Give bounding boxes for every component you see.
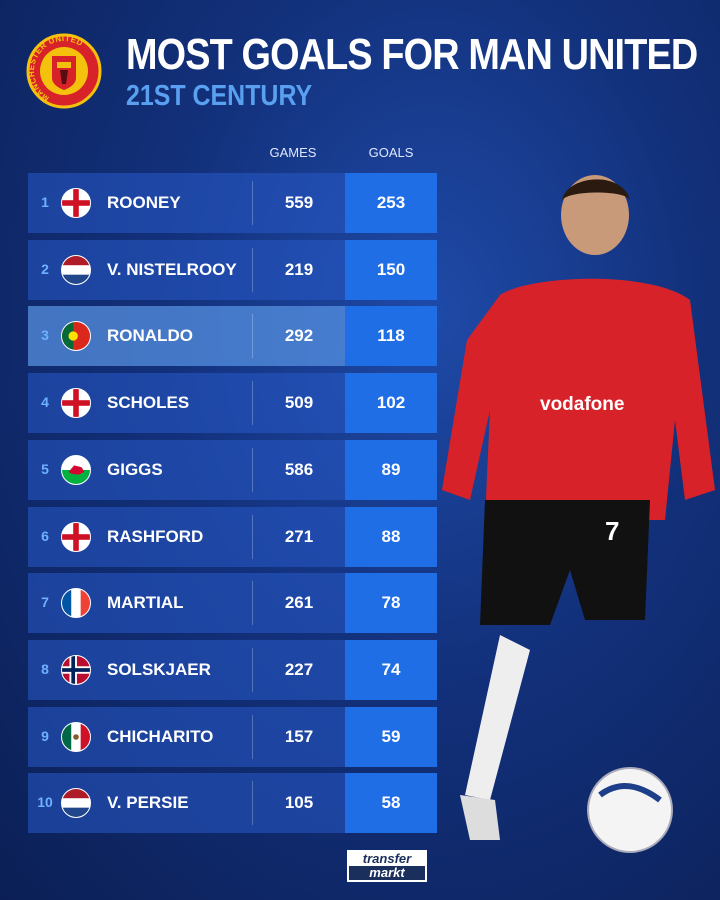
player-name: V. PERSIE: [107, 793, 189, 813]
wales-flag-icon: [61, 454, 91, 485]
table-row: 1 ROONEY 559 253: [28, 173, 437, 233]
goals-cell: 59: [345, 706, 437, 767]
goals-value: 78: [381, 593, 401, 613]
table-row: 4 SCHOLES 509 102: [28, 373, 437, 434]
games-value: 105: [284, 793, 314, 813]
england-flag-icon: [61, 188, 91, 218]
goals-value: 150: [376, 259, 406, 279]
logo-line-2: markt: [369, 865, 405, 880]
goals-cell: 89: [345, 439, 437, 500]
goals-value: 74: [381, 659, 401, 679]
games-value: 292: [284, 326, 314, 346]
games-value: 219: [284, 259, 314, 279]
divider: [252, 781, 253, 826]
divider: [252, 581, 253, 626]
netherlands-flag-icon: [61, 788, 91, 819]
games-value: 509: [284, 393, 314, 413]
divider: [252, 714, 253, 759]
goals-cell: 118: [345, 306, 437, 367]
rank: 5: [41, 460, 49, 477]
goals-value: 118: [377, 326, 405, 346]
games-value: 271: [284, 526, 314, 546]
divider: [252, 247, 253, 292]
rank: 7: [41, 594, 49, 611]
goals-cell: 102: [345, 373, 437, 434]
table-row: 9 CHICHARITO 157 59: [28, 706, 437, 767]
table-row: 10 V. PERSIE 105 58: [28, 773, 437, 834]
divider: [252, 447, 253, 492]
mexico-flag-icon: [61, 721, 91, 752]
goals-cell: 88: [345, 506, 437, 567]
rank: 9: [41, 727, 49, 744]
goals-value: 59: [381, 726, 401, 746]
goals-value: 102: [376, 393, 406, 413]
goals-cell: 78: [345, 573, 437, 634]
goals-cell: 58: [345, 773, 437, 834]
netherlands-flag-icon: [61, 254, 91, 285]
page-title: MOST GOALS FOR MAN UNITED: [126, 30, 698, 79]
france-flag-icon: [61, 588, 91, 619]
divider: [252, 647, 253, 692]
table-row: 5 GIGGS 586 89: [28, 439, 437, 500]
player-name: CHICHARITO: [107, 726, 214, 746]
rank: 2: [41, 260, 49, 277]
player-name: RASHFORD: [107, 526, 204, 546]
games-value: 586: [284, 459, 314, 479]
player-photo: vodafone 7: [442, 175, 715, 853]
logo-line-1: transfer: [349, 852, 425, 866]
games-value: 261: [284, 593, 314, 613]
goals-cell: 253: [345, 173, 437, 233]
table-row: 8 SOLSKJAER 227 74: [28, 639, 437, 700]
divider: [252, 514, 253, 559]
goals-value: 89: [381, 459, 401, 479]
player-name: GIGGS: [107, 459, 163, 479]
divider: [252, 181, 253, 225]
transfermarkt-logo: transfer markt: [347, 850, 427, 882]
page-subtitle: 21ST CENTURY: [126, 80, 313, 112]
goals-column-header: GOALS: [368, 145, 414, 160]
player-name: MARTIAL: [107, 593, 184, 613]
table-row: 7 MARTIAL 261 78: [28, 573, 437, 634]
player-name: ROONEY: [107, 193, 181, 212]
divider: [252, 381, 253, 426]
divider: [252, 314, 253, 359]
table-row: 6 RASHFORD 271 88: [28, 506, 437, 567]
shirt-number: 7: [605, 516, 619, 546]
player-name: RONALDO: [107, 326, 193, 346]
games-value: 227: [284, 659, 314, 679]
goals-value: 253: [376, 193, 406, 212]
rank: 1: [41, 194, 49, 210]
manchester-united-crest: MANCHESTER UNITED: [26, 33, 102, 109]
rank: 4: [41, 394, 49, 411]
rank: 3: [41, 327, 49, 344]
goals-cell: 74: [345, 639, 437, 700]
table-row: 2 V. NISTELROOY 219 150: [28, 239, 437, 300]
rank: 10: [37, 794, 53, 811]
goals-value: 88: [381, 526, 401, 546]
norway-flag-icon: [61, 654, 91, 685]
shirt-sponsor: vodafone: [540, 394, 624, 415]
player-name: V. NISTELROOY: [107, 259, 237, 279]
player-name: SCHOLES: [107, 393, 190, 413]
england-flag-icon: [61, 388, 91, 419]
rank: 6: [41, 527, 49, 544]
goals-value: 58: [381, 793, 401, 813]
games-column-header: GAMES: [269, 145, 317, 160]
goals-cell: 150: [345, 239, 437, 300]
games-value: 157: [284, 726, 314, 746]
england-flag-icon: [61, 521, 91, 552]
portugal-flag-icon: [61, 321, 91, 352]
table-row: 3 RONALDO 292 118: [28, 306, 437, 367]
rank: 8: [41, 660, 49, 677]
games-value: 559: [284, 193, 314, 212]
player-name: SOLSKJAER: [107, 659, 211, 679]
